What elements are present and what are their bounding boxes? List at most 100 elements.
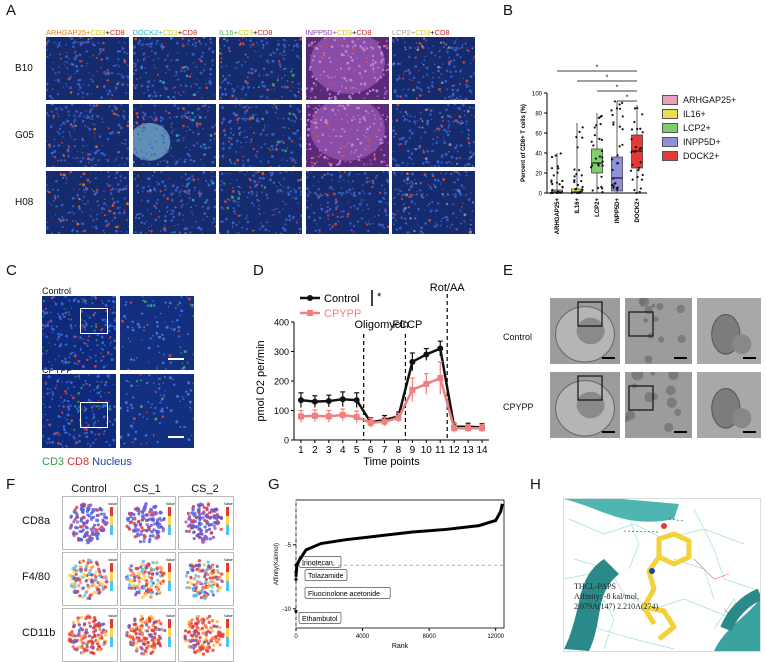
microscopy-tile: [219, 37, 302, 100]
panel-f-col-label: Control: [71, 483, 107, 495]
data-point: [633, 150, 637, 153]
data-point: [581, 136, 584, 139]
data-point: [601, 156, 604, 159]
em-image: [697, 372, 761, 438]
data-point: [554, 154, 557, 157]
microscopy-tile: [305, 37, 389, 100]
colorbar-title: Value: [108, 614, 117, 618]
data-point: [580, 188, 584, 191]
data-point: [550, 180, 553, 184]
data-point: [629, 169, 633, 172]
panel-a-label: A: [6, 2, 17, 19]
data-point: [640, 178, 644, 181]
y-tick-label: 0: [284, 436, 289, 446]
zoom-connector: [116, 374, 117, 448]
significance-star: *: [606, 75, 609, 82]
data-point: [559, 152, 562, 155]
panel-c-row-cpypp: CPYPP: [42, 365, 73, 375]
x-tick-label: 4: [340, 445, 346, 456]
data-point: [618, 145, 621, 148]
data-point: [633, 120, 636, 124]
microscopy-tile: [219, 104, 302, 167]
panel-g-rank-plot: 0 4000 8000 12000 -10 -5 Rank Affinity(Kal/mol)…: [274, 499, 505, 650]
legend-label: LCP2+: [683, 123, 711, 133]
panel-a-col-label: INPP5D+CD3+CD8: [306, 28, 372, 37]
panel-f-row-label: CD11b: [22, 627, 56, 639]
data-point: [575, 191, 579, 195]
data-point: [600, 149, 604, 153]
data-point: [580, 174, 583, 177]
data-point: [621, 101, 624, 104]
x-tick-label: 8: [396, 445, 402, 456]
data-point: [611, 113, 614, 117]
data-point: [618, 125, 621, 128]
data-point: [581, 126, 584, 129]
panel-a-col-label: ARHGAP25+CD3+CD8: [46, 28, 125, 37]
panel-a-col-label: LCP2+CD3+CD8: [392, 28, 450, 37]
colorbar-title: Value: [108, 502, 117, 506]
panel-c-zoom-image: [120, 296, 194, 370]
data-point: [641, 113, 644, 116]
data-point: [423, 380, 430, 387]
data-point: [612, 185, 615, 188]
em-image: [625, 372, 692, 438]
data-point: [561, 185, 564, 189]
x-tick-label: 4000: [356, 634, 370, 640]
compound-label-box: [304, 587, 391, 599]
colorbar-title: Value: [224, 502, 233, 506]
legend-label: Control: [324, 293, 359, 305]
panel-b-label: B: [503, 2, 514, 19]
y-tick-label: 40: [535, 152, 542, 158]
data-point: [639, 187, 642, 190]
scale-bar: [168, 436, 184, 438]
col-cd8: CD8: [356, 28, 372, 37]
tsne-plot: Value: [62, 552, 118, 606]
data-point: [613, 100, 617, 103]
col-plus: +: [430, 28, 435, 37]
data-point: [639, 161, 642, 164]
significance-star: *: [596, 65, 599, 72]
data-point: [631, 178, 634, 181]
microscopy-tile: [219, 171, 302, 234]
data-point: [556, 171, 559, 174]
legend-label: CPYPP: [324, 308, 361, 320]
data-point: [613, 182, 616, 185]
y-tick-label: -10: [282, 607, 291, 613]
data-point: [409, 358, 416, 365]
significance-star: *: [626, 95, 629, 102]
microscopy-tile: [132, 171, 216, 234]
zoom-connector: [116, 296, 117, 370]
panel-b-box-plot: 0 20 40 60 80 100 Percent of CD8+ T cells (%) A…: [521, 65, 647, 234]
data-point: [311, 398, 318, 405]
labeled-point: [294, 563, 298, 567]
legend-swatch: [662, 151, 678, 161]
microscopy-tile: [132, 104, 216, 167]
x-tick-label: 14: [476, 445, 488, 456]
x-tick-label: 12: [449, 445, 461, 456]
data-point: [601, 190, 604, 194]
microscopy-tile: [305, 171, 389, 234]
data-point: [560, 190, 564, 194]
panel-f-label: F: [6, 476, 16, 493]
legend-swatch: [662, 137, 678, 147]
data-point: [630, 138, 633, 141]
data-point: [636, 127, 639, 131]
data-point: [557, 167, 560, 170]
data-point: [610, 109, 613, 112]
zoom-box: [577, 375, 603, 401]
x-tick-label: LCP2+: [595, 198, 601, 217]
panel-f-col-label: CS_1: [133, 483, 161, 495]
data-point: [633, 188, 636, 192]
data-point: [612, 123, 615, 126]
data-point: [581, 185, 584, 189]
col-marker: DOCK2+: [132, 28, 163, 37]
panel-a-row-label: G05: [15, 129, 34, 141]
col-plus: +: [105, 28, 110, 37]
box-body: [591, 148, 603, 174]
docking-distances: 2.079A(147) 2.210A(274): [574, 602, 659, 611]
panel-c-caption: CD3 CD8 Nucleus: [42, 456, 132, 468]
em-image: [697, 298, 761, 364]
col-cd8: CD8: [182, 28, 198, 37]
data-point: [633, 107, 637, 110]
data-point: [591, 164, 594, 167]
